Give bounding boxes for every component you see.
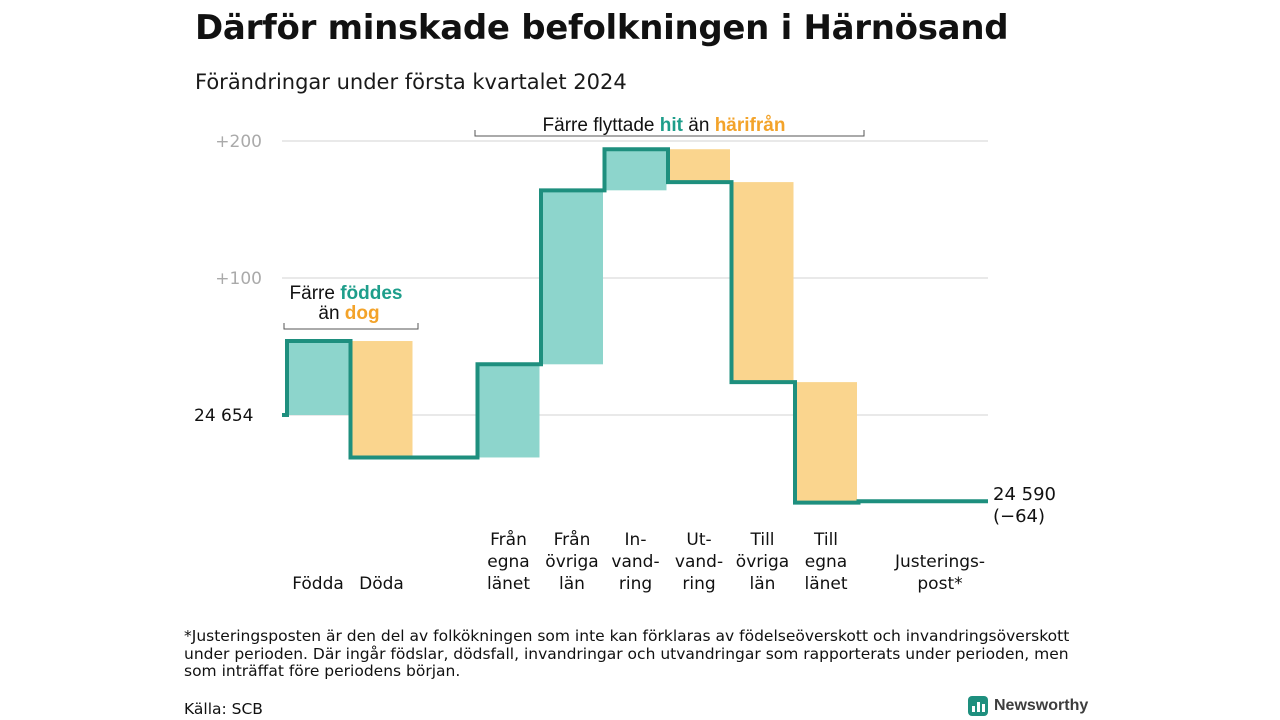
category-label: Från (554, 529, 591, 550)
migration-annotation: Färre flyttade hit än härifrån (543, 115, 786, 136)
category-label: Födda (292, 574, 344, 594)
outflow-bar (731, 182, 794, 383)
inflow-bar (604, 149, 667, 191)
outflow-bar (350, 341, 413, 458)
category-label: Till (813, 530, 838, 550)
running-total-line (282, 147, 988, 505)
category-label: vand- (675, 552, 723, 572)
category-label: länet (804, 574, 847, 594)
chart-subtitle: Förändringar under första kvartalet 2024 (195, 70, 627, 94)
outflow-bar (795, 382, 857, 503)
migration-bracket (474, 130, 865, 137)
category-label: ring (619, 574, 652, 594)
category-label: Döda (359, 574, 404, 594)
bar-chart-icon (968, 696, 988, 716)
category-label: egna (487, 552, 529, 572)
category-label: vand- (611, 552, 659, 572)
footnote: *Justeringsposten är den del av folkökni… (184, 627, 1070, 680)
category-label: Ut- (686, 530, 711, 550)
birth-bracket (283, 323, 419, 330)
category-label: länet (487, 574, 530, 594)
inflow-bar (541, 190, 603, 365)
category-label: egna (805, 552, 847, 572)
category-label: Till (749, 530, 774, 550)
category-label: In- (625, 530, 647, 550)
outflow-bar (668, 149, 730, 183)
category-label: Justerings- (894, 552, 985, 572)
inflow-bar (477, 364, 540, 458)
category-label: Från (490, 529, 527, 550)
end-value-label: 24 590 (993, 484, 1056, 505)
category-label: övriga (545, 552, 598, 572)
birth-annotation-line2: än dog (318, 303, 379, 324)
brand-logo: Newsworthy (968, 696, 1088, 716)
end-change-label: (−64) (993, 506, 1045, 527)
y-tick-label: +100 (215, 269, 262, 289)
inflow-bar (287, 341, 349, 415)
source-note: Källa: SCB (184, 700, 263, 718)
category-label: övriga (736, 552, 789, 572)
category-label: län (750, 574, 776, 594)
chart-title: Därför minskade befolkningen i Härnösand (195, 8, 1009, 48)
category-label: ring (682, 574, 715, 594)
start-value-label: 24 654 (194, 406, 253, 426)
y-tick-label: +200 (215, 132, 262, 152)
brand-name: Newsworthy (994, 697, 1089, 714)
category-label: post* (917, 574, 962, 594)
category-label: län (559, 574, 585, 594)
birth-annotation-line1: Färre föddes (290, 283, 403, 304)
